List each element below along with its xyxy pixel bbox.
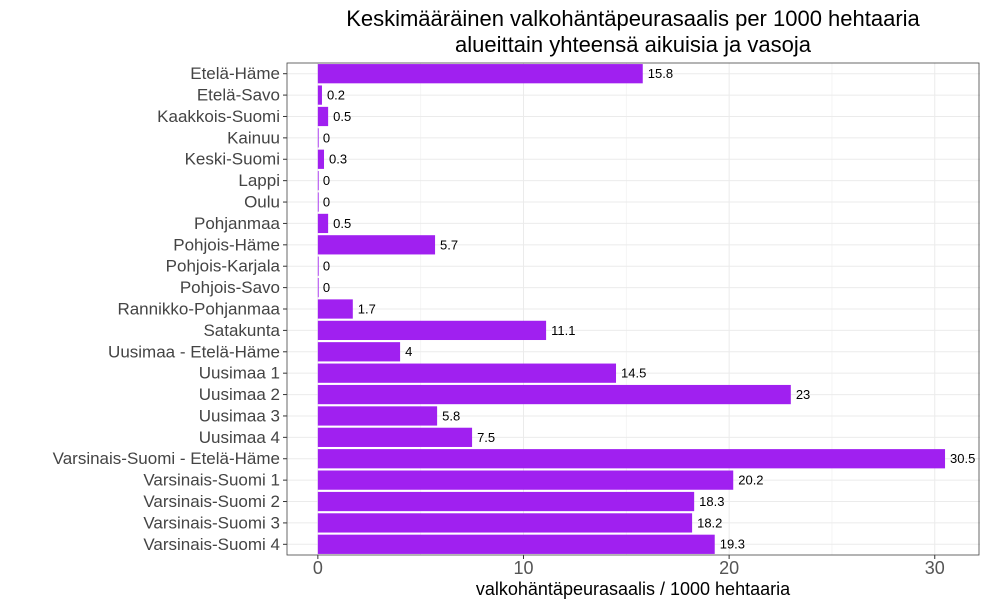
value-label: 18.2 bbox=[697, 515, 722, 530]
value-label: 23 bbox=[796, 387, 810, 402]
y-tick-label: Uusimaa 1 bbox=[199, 364, 280, 383]
y-tick-label: Uusimaa 4 bbox=[199, 428, 280, 447]
bar bbox=[317, 85, 322, 105]
value-label: 0 bbox=[323, 194, 330, 209]
value-label: 0.5 bbox=[333, 216, 351, 231]
bar bbox=[317, 406, 438, 426]
value-label: 0 bbox=[323, 280, 330, 295]
bar bbox=[317, 235, 436, 255]
y-tick-label: Pohjois-Savo bbox=[180, 278, 280, 297]
value-label: 0 bbox=[323, 130, 330, 145]
y-tick-label: Varsinais-Suomi 3 bbox=[143, 513, 280, 532]
x-tick-label: 30 bbox=[925, 558, 945, 578]
y-tick-label: Varsinais-Suomi 1 bbox=[143, 471, 280, 490]
y-tick-label: Varsinais-Suomi 2 bbox=[143, 492, 280, 511]
y-tick-label: Uusimaa 3 bbox=[199, 406, 280, 425]
bar bbox=[317, 277, 319, 298]
y-tick-label: Varsinais-Suomi - Etelä-Häme bbox=[53, 449, 280, 468]
y-tick-label: Etelä-Häme bbox=[190, 64, 280, 83]
value-label: 11.1 bbox=[551, 323, 575, 338]
value-label: 1.7 bbox=[358, 301, 376, 316]
y-tick-label: Uusimaa - Etelä-Häme bbox=[108, 342, 280, 361]
y-tick-label: Lappi bbox=[238, 171, 280, 190]
bar bbox=[317, 534, 715, 554]
value-label: 0 bbox=[323, 259, 330, 274]
y-tick-label: Uusimaa 2 bbox=[199, 385, 280, 404]
value-label: 14.5 bbox=[621, 366, 646, 381]
bar bbox=[317, 320, 547, 341]
bar bbox=[317, 363, 617, 383]
value-label: 19.3 bbox=[720, 537, 745, 552]
bar bbox=[317, 427, 473, 447]
y-tick-label: Rannikko-Pohjanmaa bbox=[117, 299, 280, 318]
value-label: 5.8 bbox=[442, 408, 460, 423]
value-label: 18.3 bbox=[699, 494, 724, 509]
bar bbox=[317, 491, 695, 512]
value-label: 5.7 bbox=[440, 237, 458, 252]
bar bbox=[317, 64, 643, 84]
y-tick-label: Kainuu bbox=[227, 128, 280, 147]
x-tick-label: 0 bbox=[313, 558, 323, 578]
y-tick-label: Varsinais-Suomi 4 bbox=[143, 535, 280, 554]
panel-border bbox=[286, 62, 980, 556]
y-tick-label: Pohjanmaa bbox=[194, 214, 281, 233]
bar bbox=[317, 384, 791, 405]
bar bbox=[317, 513, 693, 533]
y-tick-label: Keski-Suomi bbox=[185, 150, 280, 169]
y-tick-label: Pohjois-Häme bbox=[173, 235, 280, 254]
value-label: 0 bbox=[323, 173, 330, 188]
x-axis-label: valkohäntäpeurasaalis / 1000 hehtaaria bbox=[476, 579, 791, 599]
bar bbox=[317, 470, 734, 490]
value-label: 7.5 bbox=[477, 430, 495, 445]
bar bbox=[317, 342, 401, 362]
y-tick-label: Kaakkois-Suomi bbox=[157, 107, 280, 126]
bar bbox=[317, 256, 319, 276]
value-label: 0.5 bbox=[333, 109, 351, 124]
x-tick-label: 20 bbox=[719, 558, 739, 578]
bar bbox=[317, 449, 946, 469]
value-label: 4 bbox=[405, 344, 412, 359]
value-label: 20.2 bbox=[738, 473, 763, 488]
bar bbox=[317, 106, 329, 127]
bar bbox=[317, 128, 319, 148]
y-tick-label: Etelä-Savo bbox=[197, 86, 280, 105]
bar bbox=[317, 192, 319, 212]
y-tick-label: Oulu bbox=[244, 193, 280, 212]
bar bbox=[317, 213, 329, 234]
bar bbox=[317, 149, 325, 169]
value-label: 15.8 bbox=[648, 66, 673, 81]
chart-title: alueittain yhteensä aikuisia ja vasoja bbox=[455, 32, 812, 57]
y-tick-label: Satakunta bbox=[203, 321, 280, 340]
y-tick-label: Pohjois-Karjala bbox=[166, 257, 281, 276]
value-label: 30.5 bbox=[950, 451, 975, 466]
value-label: 0.3 bbox=[329, 152, 347, 167]
chart-title: Keskimääräinen valkohäntäpeurasaalis per… bbox=[346, 6, 920, 31]
bar bbox=[317, 299, 353, 319]
bar bbox=[317, 171, 319, 191]
value-label: 0.2 bbox=[327, 88, 345, 103]
x-tick-label: 10 bbox=[513, 558, 533, 578]
